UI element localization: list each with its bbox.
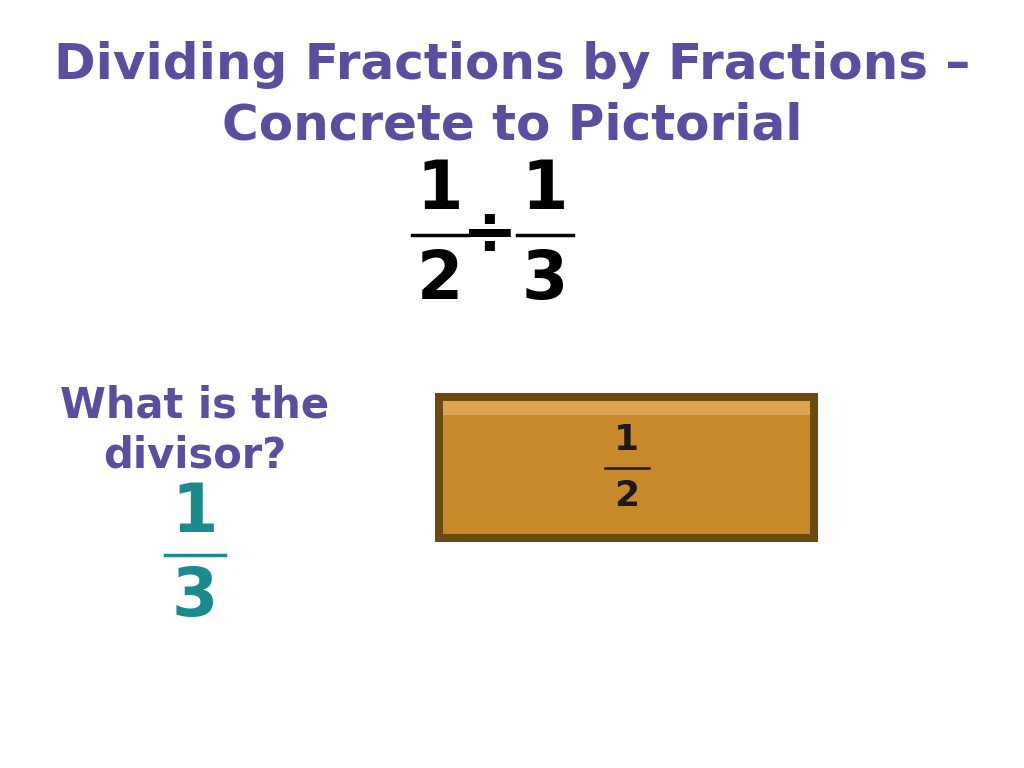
Text: ÷: ÷ xyxy=(462,202,518,268)
Text: 3: 3 xyxy=(172,564,218,630)
Text: 1: 1 xyxy=(172,480,218,546)
Text: divisor?: divisor? xyxy=(103,434,287,476)
Text: 3: 3 xyxy=(522,247,568,313)
Bar xyxy=(443,401,810,534)
Text: 1: 1 xyxy=(522,157,568,223)
Bar xyxy=(435,393,818,542)
Text: 1: 1 xyxy=(614,422,639,456)
Bar xyxy=(443,401,810,415)
Text: 1: 1 xyxy=(417,157,463,223)
Text: Dividing Fractions by Fractions –: Dividing Fractions by Fractions – xyxy=(54,41,970,89)
Text: Concrete to Pictorial: Concrete to Pictorial xyxy=(222,101,802,149)
Text: 2: 2 xyxy=(614,478,639,512)
Text: 2: 2 xyxy=(417,247,463,313)
Text: What is the: What is the xyxy=(60,384,330,426)
